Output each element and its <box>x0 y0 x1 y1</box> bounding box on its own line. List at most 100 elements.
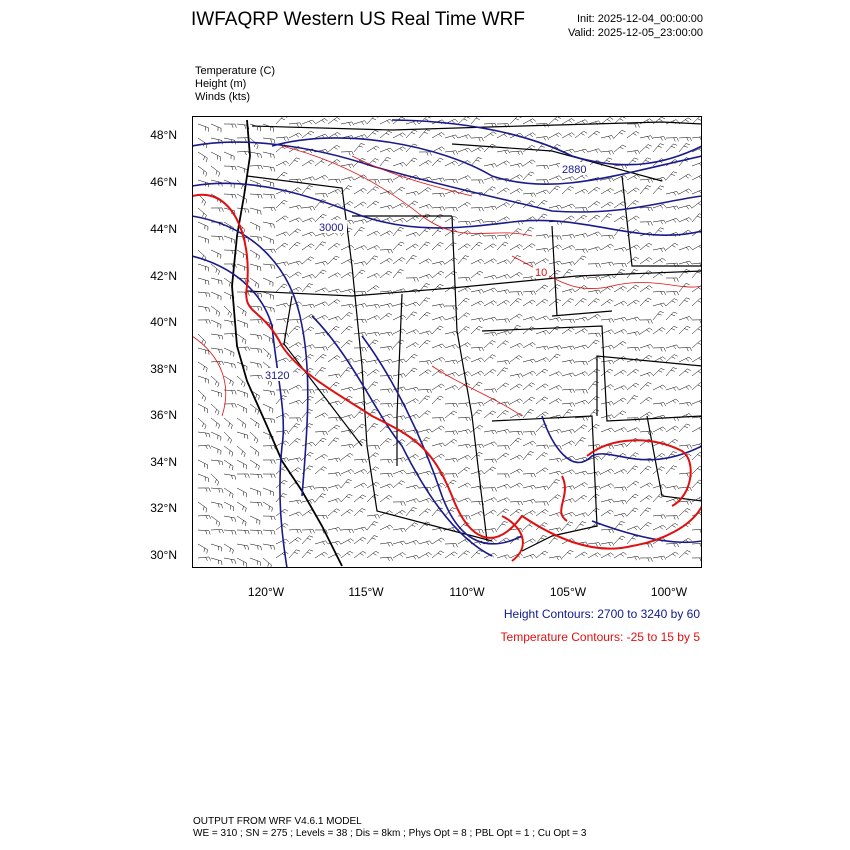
wind-barb <box>444 150 459 155</box>
wind-barb <box>444 160 458 167</box>
wind-barb <box>197 235 209 244</box>
wind-barb <box>392 241 405 251</box>
wind-barb <box>288 217 303 223</box>
wind-barb <box>574 248 588 253</box>
wind-barb <box>652 493 665 503</box>
wind-barb <box>210 487 224 493</box>
wind-barb <box>314 453 328 461</box>
wind-barb <box>366 398 380 405</box>
wind-barb <box>236 375 246 388</box>
wind-barb <box>366 200 380 209</box>
wind-barb <box>509 343 524 349</box>
wind-barb <box>418 274 433 279</box>
wind-barb <box>678 245 693 251</box>
wind-barb <box>587 424 600 433</box>
wind-barb <box>418 339 431 349</box>
wind-barb <box>249 459 260 470</box>
wind-barb <box>210 501 223 509</box>
wind-barb <box>600 243 614 251</box>
wind-barb <box>418 552 432 559</box>
wind-barb <box>210 557 223 566</box>
wind-barb <box>340 340 353 349</box>
wind-barb <box>327 316 342 321</box>
wind-barb <box>405 301 420 307</box>
wind-barb <box>561 215 575 223</box>
wind-barb <box>548 260 563 266</box>
wind-barb <box>379 438 392 447</box>
wind-barb <box>340 303 355 309</box>
wind-barb <box>548 385 563 391</box>
wind-barb <box>600 117 614 125</box>
wind-barb <box>418 497 433 503</box>
wind-barb <box>561 388 575 394</box>
wind-barb <box>379 556 393 562</box>
wind-barb <box>561 345 576 351</box>
wind-barb <box>535 396 549 405</box>
wind-barb <box>483 163 498 168</box>
wind-barb <box>223 151 235 161</box>
wind-barb <box>613 552 627 559</box>
wind-barb <box>509 398 523 405</box>
wind-barb <box>574 521 586 531</box>
wind-barb <box>340 325 353 335</box>
wind-barb <box>392 227 404 237</box>
wind-barb <box>327 373 342 379</box>
wind-barb <box>340 288 355 294</box>
wind-barb <box>639 372 654 377</box>
wind-barb <box>249 445 260 457</box>
wind-barb <box>509 468 523 475</box>
wind-barb <box>262 473 276 478</box>
wind-barb <box>652 466 665 475</box>
wind-barb <box>496 149 511 155</box>
wind-barb <box>626 368 640 377</box>
wind-barb <box>639 185 651 195</box>
wind-barb <box>509 313 523 321</box>
wind-barb <box>353 526 368 532</box>
wind-barb <box>574 344 589 350</box>
wind-barb <box>678 508 691 517</box>
wind-barb <box>327 498 342 503</box>
wind-barb <box>626 525 641 531</box>
lon-label: 110°W <box>449 585 485 599</box>
wind-barb <box>496 289 511 294</box>
wind-barb <box>301 485 316 491</box>
wind-barb <box>197 431 211 438</box>
wind-barb <box>574 360 588 366</box>
wind-barb <box>288 122 303 127</box>
wind-barb <box>340 443 355 449</box>
wind-barb <box>574 551 588 559</box>
wind-barb <box>288 342 302 349</box>
wind-barb <box>665 205 680 211</box>
wind-barb <box>483 528 498 533</box>
wind-barb <box>574 512 589 517</box>
wind-barb <box>223 305 233 318</box>
wind-barb <box>379 205 394 210</box>
wind-barb <box>327 178 341 184</box>
wind-barb <box>639 285 653 293</box>
wind-barb <box>262 179 275 188</box>
wind-barb <box>288 384 302 391</box>
wind-barb <box>431 316 446 321</box>
wind-barbs <box>197 116 702 568</box>
wind-barb <box>613 329 628 335</box>
wind-barb <box>197 459 209 469</box>
wind-barb <box>561 469 576 475</box>
wind-barb <box>561 261 576 266</box>
wind-barb <box>639 344 654 349</box>
wind-barb <box>223 557 236 564</box>
wind-barb <box>249 543 262 551</box>
wind-barb <box>470 157 482 167</box>
wind-barb <box>600 359 615 365</box>
wind-barb <box>522 192 536 197</box>
wind-barb <box>470 270 484 279</box>
wind-barb <box>483 274 498 280</box>
lon-label: 105°W <box>549 585 587 599</box>
wind-barb <box>288 467 302 475</box>
wind-barb <box>535 501 549 506</box>
wind-barb <box>457 416 471 422</box>
wind-barb <box>613 499 628 505</box>
wind-barb <box>600 177 615 183</box>
wind-barb <box>418 487 432 492</box>
wind-barb <box>496 410 509 419</box>
wind-barb <box>210 333 224 340</box>
